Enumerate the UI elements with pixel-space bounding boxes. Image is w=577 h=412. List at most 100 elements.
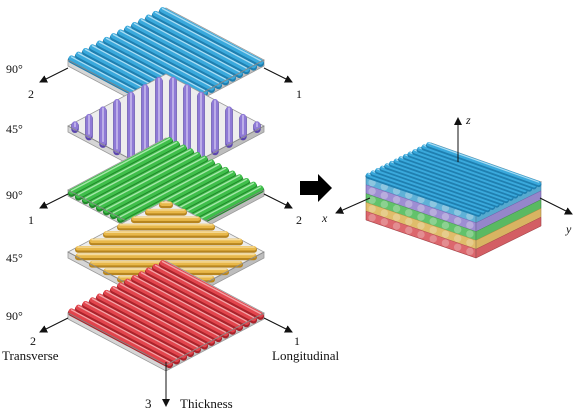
fiber — [117, 163, 222, 221]
axis-arrow-left-5 — [39, 317, 69, 333]
fiber-end — [429, 208, 437, 217]
fiber-highlight — [77, 141, 178, 196]
fiber-highlight — [84, 145, 185, 199]
fiber-highlight — [105, 37, 206, 92]
fiber-end — [466, 230, 474, 238]
fiber — [117, 29, 222, 87]
fiber — [131, 21, 236, 80]
assembly-arrow-icon — [300, 174, 332, 202]
fiber-highlight — [112, 33, 213, 88]
fiber-highlight — [98, 294, 199, 348]
fiber-end — [453, 243, 462, 251]
fiber-highlight — [154, 11, 255, 66]
fiber-end — [417, 213, 425, 221]
fiber-end — [429, 235, 437, 243]
fiber-end — [380, 191, 389, 200]
fiber-highlight — [77, 305, 178, 359]
fiber-end — [417, 204, 425, 212]
x-axis-label: x — [321, 211, 328, 225]
fiber-end — [441, 212, 450, 221]
fiber-highlight — [70, 309, 171, 363]
axis-arrow-right-5 — [263, 317, 293, 333]
fiber — [131, 274, 236, 333]
fiber — [82, 144, 187, 203]
fiber-end — [368, 214, 376, 222]
axis-num-right-1: 1 — [296, 87, 302, 101]
fiber — [89, 148, 194, 206]
fiber-end — [380, 200, 389, 209]
z-axis-label: z — [465, 113, 471, 127]
block-fiber-highlight — [428, 142, 540, 183]
fiber-end — [453, 217, 462, 225]
fiber — [145, 14, 250, 73]
fiber — [96, 293, 201, 352]
fiber-highlight — [105, 156, 206, 210]
thickness-num: 3 — [145, 396, 152, 411]
fiber-end — [368, 196, 376, 204]
fiber-highlight — [161, 7, 262, 62]
angle-label-4: 45° — [6, 251, 23, 265]
fiber-highlight — [154, 264, 255, 319]
fiber-end — [441, 230, 450, 238]
assembled-laminate — [364, 142, 543, 259]
fiber-highlight — [98, 152, 199, 207]
fiber-highlight — [105, 290, 206, 345]
fiber-highlight — [126, 26, 227, 80]
fiber — [103, 289, 208, 348]
fiber-end — [392, 222, 401, 230]
fiber-highlight — [126, 279, 227, 333]
fiber-end — [392, 196, 401, 204]
ply-4-orange — [67, 199, 265, 311]
fiber — [68, 308, 173, 366]
axis-num-right-5: 1 — [294, 334, 300, 348]
fiber — [110, 286, 215, 344]
axis-arrow-right-3 — [263, 193, 293, 209]
axis-arrow-left-1 — [39, 67, 69, 83]
fiber-highlight — [161, 260, 262, 315]
axis-num-left-5: 2 — [30, 334, 36, 348]
fiber-end — [368, 187, 376, 196]
fiber — [159, 260, 264, 318]
fiber — [124, 278, 229, 337]
fiber — [103, 155, 208, 214]
axis-num-left-3: 1 — [28, 213, 34, 227]
fiber — [96, 151, 201, 210]
axis-num-left-1: 2 — [28, 87, 34, 101]
fiber-end — [405, 226, 413, 235]
fiber — [117, 282, 222, 340]
fiber-end — [466, 238, 474, 247]
axis-num-right-3: 2 — [296, 213, 302, 227]
fiber-end — [441, 221, 450, 230]
fiber-end — [466, 247, 474, 256]
ply-5-red — [67, 260, 265, 372]
block-fiber — [426, 142, 541, 186]
fiber — [82, 300, 187, 359]
block-right-face-layer — [475, 216, 542, 259]
fiber — [89, 297, 194, 355]
axis-arrow-right-1 — [263, 67, 293, 83]
fiber-end — [453, 225, 462, 234]
fiber-end — [441, 239, 450, 247]
fiber-highlight — [84, 301, 185, 356]
fiber-end — [453, 234, 462, 243]
fiber-end — [368, 205, 376, 213]
thickness-label: Thickness — [180, 396, 233, 411]
y-axis-label: y — [565, 222, 572, 236]
fiber-end — [405, 217, 413, 226]
fiber — [138, 18, 243, 76]
fiber-highlight — [112, 160, 213, 214]
fiber-end — [380, 209, 389, 217]
fiber-end — [429, 217, 437, 225]
angle-label-2: 45° — [6, 122, 23, 136]
fiber — [124, 25, 229, 84]
fiber-highlight — [119, 163, 220, 218]
fiber-highlight — [147, 268, 248, 322]
fiber — [68, 137, 173, 195]
transverse-label: Transverse — [2, 348, 59, 363]
longitudinal-label: Longitudinal — [272, 348, 340, 363]
fiber-end — [429, 226, 437, 234]
fiber-highlight — [119, 30, 220, 84]
fiber — [110, 159, 215, 217]
fiber — [152, 263, 257, 322]
